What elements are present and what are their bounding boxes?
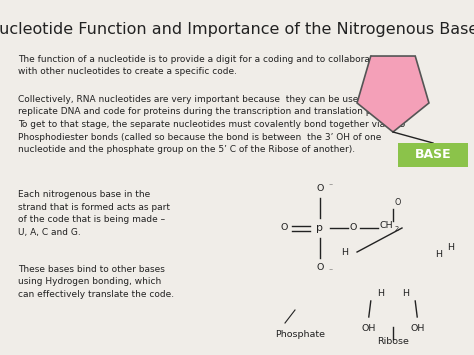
FancyBboxPatch shape xyxy=(398,143,468,167)
Text: OH: OH xyxy=(362,324,376,333)
Text: O: O xyxy=(316,263,324,272)
Text: OH: OH xyxy=(410,324,424,333)
Text: O: O xyxy=(395,198,401,207)
Text: H: H xyxy=(436,250,442,258)
Text: O: O xyxy=(350,224,357,233)
Text: Phosphate: Phosphate xyxy=(275,330,325,339)
Text: BASE: BASE xyxy=(415,148,451,162)
Text: 2: 2 xyxy=(395,226,399,232)
Polygon shape xyxy=(357,56,429,132)
Text: Collectively, RNA nucleotides are very important because  they can be used to
re: Collectively, RNA nucleotides are very i… xyxy=(18,95,413,154)
Text: H: H xyxy=(402,289,409,299)
Text: CH: CH xyxy=(380,222,393,230)
Text: H: H xyxy=(342,247,348,257)
Text: H: H xyxy=(447,242,454,252)
Text: p: p xyxy=(317,223,323,233)
Text: ⁻: ⁻ xyxy=(328,266,332,275)
Text: Ribose: Ribose xyxy=(377,337,409,346)
Text: The function of a nucleotide is to provide a digit for a coding and to collabora: The function of a nucleotide is to provi… xyxy=(18,55,379,76)
Text: O: O xyxy=(316,184,324,193)
Text: Nucleotide Function and Importance of the Nitrogenous Bases: Nucleotide Function and Importance of th… xyxy=(0,22,474,37)
Text: ⁻: ⁻ xyxy=(328,181,332,190)
Text: O: O xyxy=(281,224,288,233)
Text: Each nitrogenous base in the
strand that is formed acts as part
of the code that: Each nitrogenous base in the strand that… xyxy=(18,190,170,236)
Text: These bases bind to other bases
using Hydrogen bonding, which
can effectively tr: These bases bind to other bases using Hy… xyxy=(18,265,174,299)
Text: H: H xyxy=(377,289,384,299)
